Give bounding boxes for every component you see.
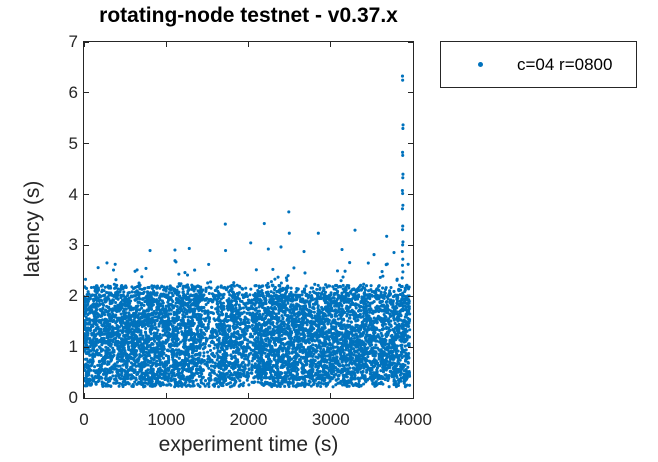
x-tick-mark — [83, 42, 85, 47]
x-tick-mark — [248, 393, 249, 398]
y-tick-label: 7 — [68, 32, 78, 51]
y-tick-label: 5 — [68, 133, 78, 153]
plot-area — [83, 41, 414, 399]
y-tick-mark — [84, 143, 89, 145]
legend-entry-label: c=04 r=0800 — [517, 54, 613, 74]
y-tick-mark — [408, 92, 413, 94]
x-tick-mark — [165, 393, 167, 398]
x-tick-label: 0 — [79, 410, 89, 429]
x-tick-mark — [330, 42, 332, 47]
y-tick-mark — [84, 295, 89, 297]
x-tick-mark — [83, 393, 85, 398]
x-tick-mark — [412, 393, 414, 398]
scatter-canvas — [84, 42, 413, 398]
chart-title: rotating-node testnet - v0.37.x — [99, 4, 398, 27]
x-tick-mark — [248, 42, 249, 47]
y-tick-mark — [408, 346, 413, 348]
y-tick-label: 2 — [68, 286, 78, 306]
x-tick-mark — [412, 42, 414, 47]
y-tick-mark — [84, 194, 89, 196]
legend-box: c=04 r=0800 — [440, 41, 637, 88]
y-tick-label: 3 — [68, 235, 78, 255]
y-tick-label: 6 — [68, 82, 78, 102]
x-tick-label: 3000 — [311, 410, 350, 429]
x-tick-label: 2000 — [229, 410, 268, 429]
y-tick-label: 1 — [68, 337, 78, 357]
x-tick-label: 1000 — [147, 410, 186, 429]
x-tick-mark — [165, 42, 167, 47]
y-tick-mark — [408, 244, 413, 246]
y-tick-mark — [84, 92, 89, 94]
x-tick-label: 4000 — [394, 410, 432, 429]
y-tick-mark — [408, 194, 413, 196]
y-tick-mark — [408, 295, 413, 297]
y-tick-mark — [84, 244, 89, 246]
y-tick-mark — [84, 397, 89, 399]
y-tick-label: 0 — [68, 388, 78, 407]
y-tick-mark — [408, 143, 413, 145]
y-tick-mark — [408, 41, 413, 43]
legend-marker-dot-icon — [478, 62, 483, 67]
x-tick-mark — [330, 393, 332, 398]
y-tick-mark — [84, 346, 89, 348]
y-tick-mark — [408, 397, 413, 399]
y-tick-mark — [84, 41, 89, 43]
x-axis-label: experiment time (s) — [158, 433, 339, 456]
y-tick-label: 4 — [68, 184, 78, 204]
